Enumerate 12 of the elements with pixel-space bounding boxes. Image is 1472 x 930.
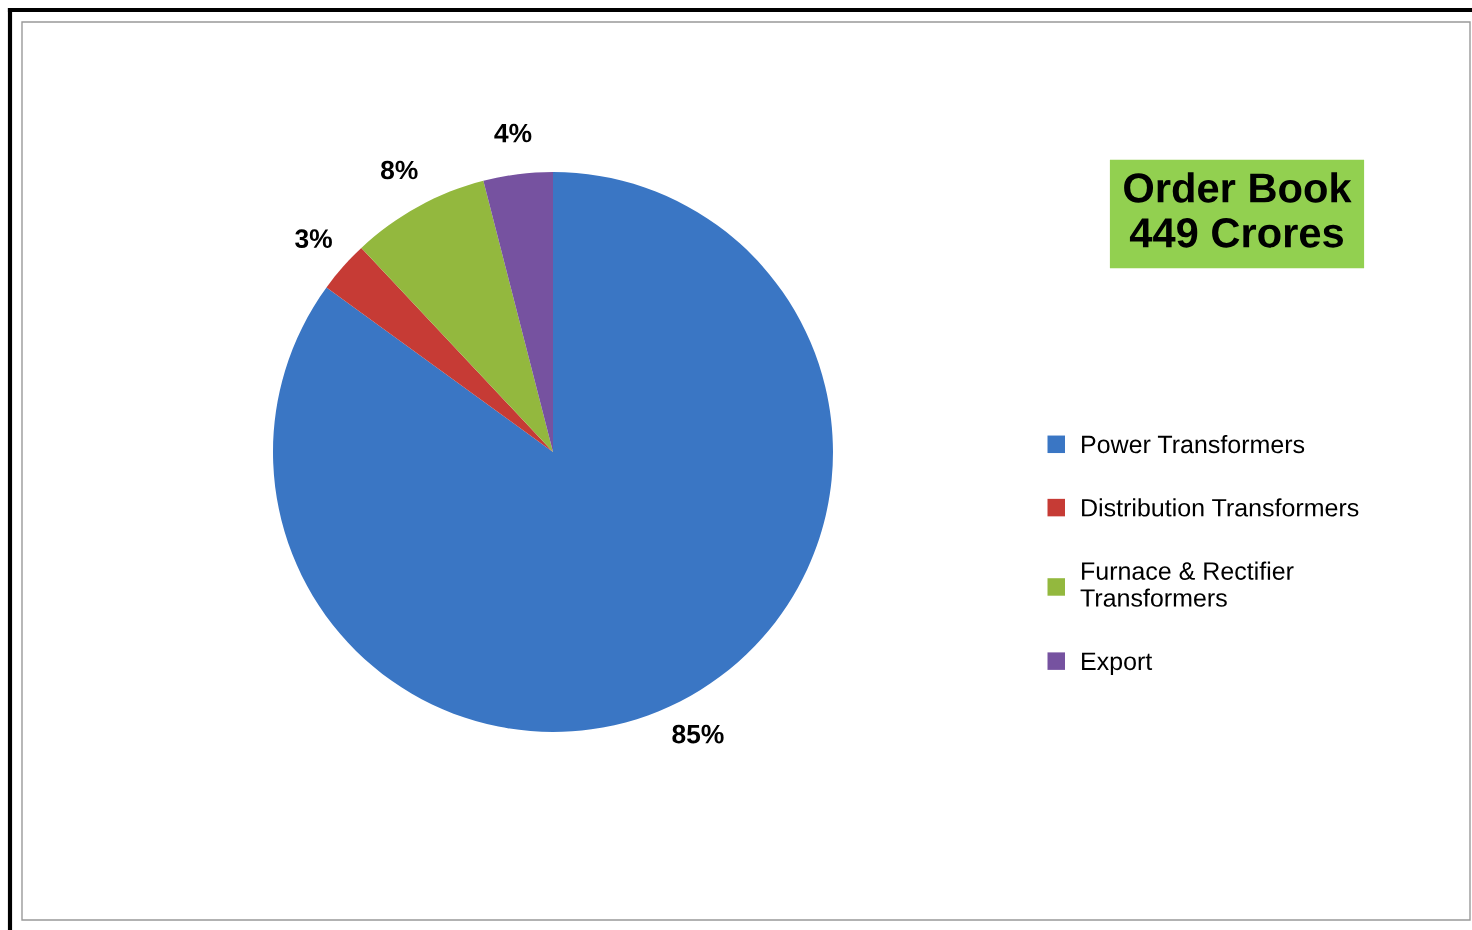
legend-label: Power Transformers — [1082, 434, 1305, 454]
data-label: 8% — [380, 160, 418, 180]
data-label: 3% — [295, 229, 332, 249]
text: Order Book 449 Crores — [1124, 172, 1352, 248]
legend-label: Distribution Transformers — [1082, 498, 1359, 517]
pie-slice — [483, 172, 553, 452]
data-label: 85% — [672, 724, 724, 744]
legend-label: Furnace & Rectifier Transformers — [1080, 561, 1294, 607]
legend-label: Export — [1082, 652, 1153, 676]
data-label: 4% — [494, 123, 532, 143]
pie-slice — [361, 180, 553, 452]
pie-slice — [326, 247, 553, 452]
